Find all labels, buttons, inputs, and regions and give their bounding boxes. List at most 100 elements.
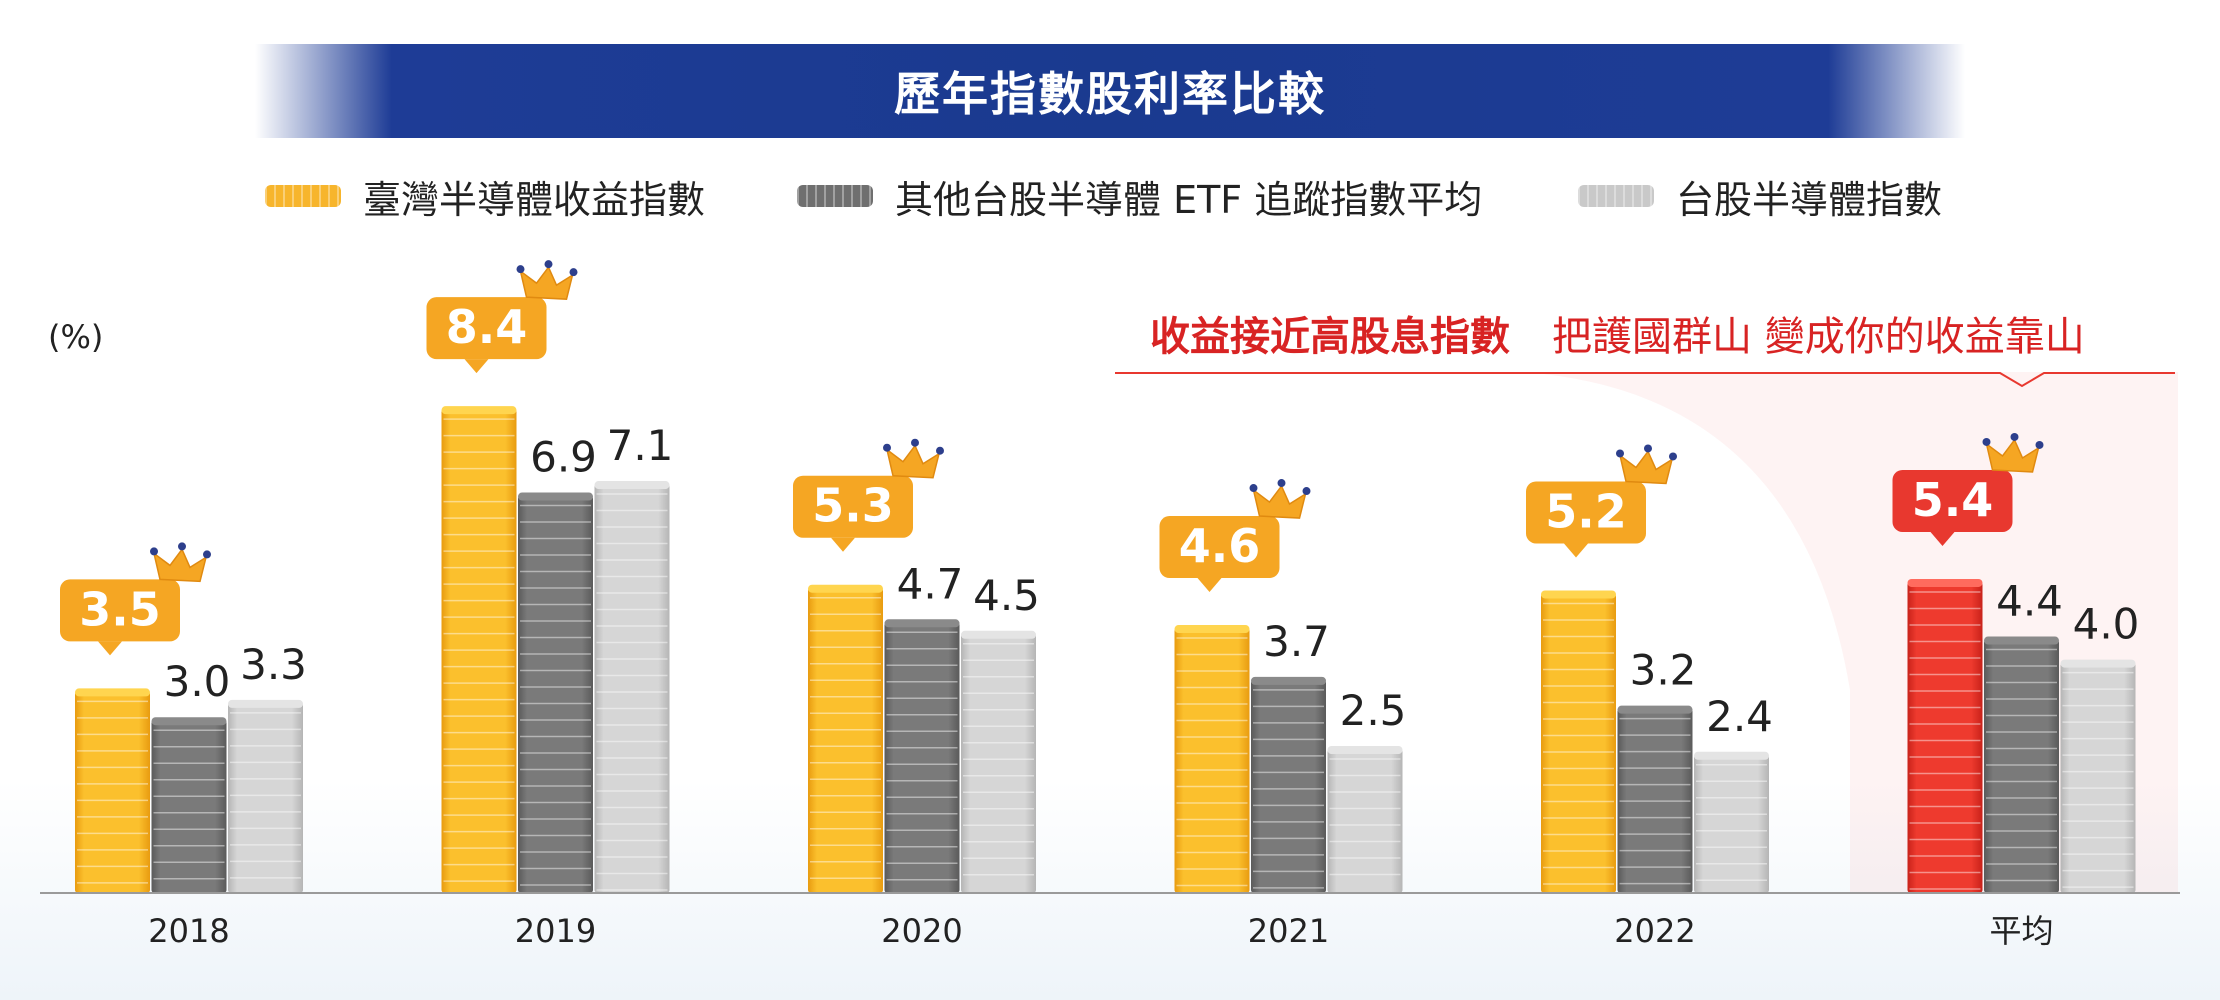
bar-top-coin — [1617, 705, 1693, 714]
crown-icon — [1252, 484, 1307, 519]
crown-jewel — [1644, 444, 1652, 453]
data-label: 4.4 — [1996, 577, 2063, 626]
crown-jewel — [1277, 479, 1286, 488]
value-callout — [1159, 516, 1280, 579]
bar-light-gray: 2.4 — [1694, 692, 1773, 893]
value-callout-pointer — [831, 537, 855, 552]
bar-gold: 5.2 — [1526, 444, 1677, 893]
bar-body — [594, 484, 670, 893]
crown-jewel — [178, 542, 186, 551]
bar-body — [228, 702, 303, 893]
data-label: 2.5 — [1340, 686, 1407, 735]
x-tick-label: 2019 — [515, 912, 596, 950]
y-unit-label: (%) — [48, 318, 104, 356]
data-label: 3.2 — [1630, 646, 1697, 695]
bar-body — [1694, 754, 1769, 893]
headline-part2: 把護國群山 變成你的收益靠山 — [1552, 314, 2085, 360]
crown-icon — [1985, 438, 2040, 473]
crown-jewel — [516, 265, 525, 274]
legend-swatch-dark-gray — [797, 185, 873, 207]
bar-body — [1541, 593, 1616, 893]
legend-label: 臺灣半導體收益指數 — [363, 177, 706, 222]
bar-top-coin — [518, 492, 593, 501]
headline: 收益接近高股息指數 把護國群山 變成你的收益靠山 — [1150, 304, 2085, 362]
bar-light-gray: 2.5 — [1327, 686, 1407, 893]
bar-gold: 8.4 — [426, 260, 578, 893]
bar-body — [961, 633, 1036, 893]
bar-dark-gray: 4.4 — [1984, 577, 2063, 893]
bar-light-gray: 4.0 — [2060, 600, 2139, 893]
value-callout — [793, 475, 913, 538]
bar-top-coin — [75, 688, 150, 697]
bar-body — [1907, 581, 1983, 893]
bar-dark-gray: 3.2 — [1617, 646, 1697, 893]
value-callout — [1526, 481, 1646, 544]
data-label: 6.9 — [530, 433, 597, 482]
crown-jewel — [1302, 487, 1311, 496]
data-label: 5.3 — [812, 479, 894, 533]
crown-jewel — [569, 268, 578, 277]
crown-icon — [152, 547, 208, 583]
data-label: 4.6 — [1179, 519, 1261, 573]
x-tick-label: 2020 — [881, 912, 962, 950]
bar-top-coin — [441, 406, 517, 415]
bar-body — [1174, 628, 1250, 893]
bar-top-coin — [1984, 636, 2059, 645]
data-label: 8.4 — [446, 300, 528, 354]
bar-top-coin — [1251, 676, 1326, 685]
bar-top-coin — [1327, 746, 1403, 754]
value-callout — [60, 579, 180, 642]
bar-gold: 5.4 — [1892, 432, 2044, 893]
crown-jewel — [936, 446, 944, 455]
bar-body — [1251, 679, 1326, 893]
data-label: 4.5 — [973, 571, 1040, 620]
bar-body — [441, 409, 517, 893]
legend-label: 台股半導體指數 — [1676, 177, 1943, 222]
bar-light-gray: 4.5 — [961, 571, 1040, 893]
bar-top-coin — [884, 619, 960, 628]
data-label: 3.0 — [164, 657, 231, 706]
bar-body — [808, 587, 883, 893]
crown-jewel — [1616, 449, 1624, 458]
bar-top-coin — [1541, 590, 1616, 599]
value-callout-pointer — [1930, 531, 1955, 546]
bar-top-coin — [1174, 625, 1250, 634]
bar-top-coin — [228, 699, 303, 708]
data-label: 5.4 — [1912, 473, 1994, 527]
legend-item-light-gray: 台股半導體指數 — [1578, 166, 1942, 226]
crown-jewel — [150, 547, 158, 556]
crown-jewel — [883, 443, 891, 452]
bar-top-coin — [1907, 578, 1983, 587]
chart-title: 歷年指數股利率比較 — [894, 67, 1326, 121]
headline-part1: 收益接近高股息指數 — [1150, 314, 1510, 360]
bar-dark-gray: 4.7 — [884, 559, 964, 893]
legend-item-gold: 臺灣半導體收益指數 — [265, 166, 705, 226]
crown-jewel — [544, 260, 553, 269]
data-label: 4.7 — [897, 559, 964, 608]
value-callout-pointer — [1197, 578, 1222, 593]
legend-item-dark-gray: 其他台股半導體 ETF 追蹤指數平均 — [797, 166, 1482, 226]
x-tick-label: 2018 — [148, 912, 229, 950]
value-callout — [1892, 469, 2013, 532]
bar-gold: 5.3 — [793, 438, 944, 893]
crown-jewel — [203, 550, 211, 559]
title-banner: 歷年指數股利率比較 — [255, 44, 1965, 138]
x-tick-label: 平均 — [1989, 912, 2053, 950]
value-callout-pointer — [1564, 543, 1588, 558]
value-callout-pointer — [464, 359, 489, 374]
data-label: 3.3 — [240, 640, 307, 689]
bar-dark-gray: 3.0 — [151, 657, 231, 893]
legend: 臺灣半導體收益指數 其他台股半導體 ETF 追蹤指數平均 台股半導體指數 — [0, 166, 2220, 226]
crown-jewel — [911, 438, 919, 447]
value-callout — [426, 297, 547, 360]
bar-gold: 3.5 — [60, 542, 211, 893]
x-tick-label: 2022 — [1614, 912, 1695, 950]
bar-body — [518, 495, 593, 893]
crown-icon — [885, 444, 941, 479]
data-label: 3.5 — [79, 582, 161, 636]
data-label: 3.7 — [1263, 617, 1330, 666]
bar-gold: 4.6 — [1159, 479, 1311, 893]
crown-icon — [519, 265, 574, 300]
bar-body — [1984, 639, 2059, 893]
legend-swatch-gold — [265, 185, 341, 207]
